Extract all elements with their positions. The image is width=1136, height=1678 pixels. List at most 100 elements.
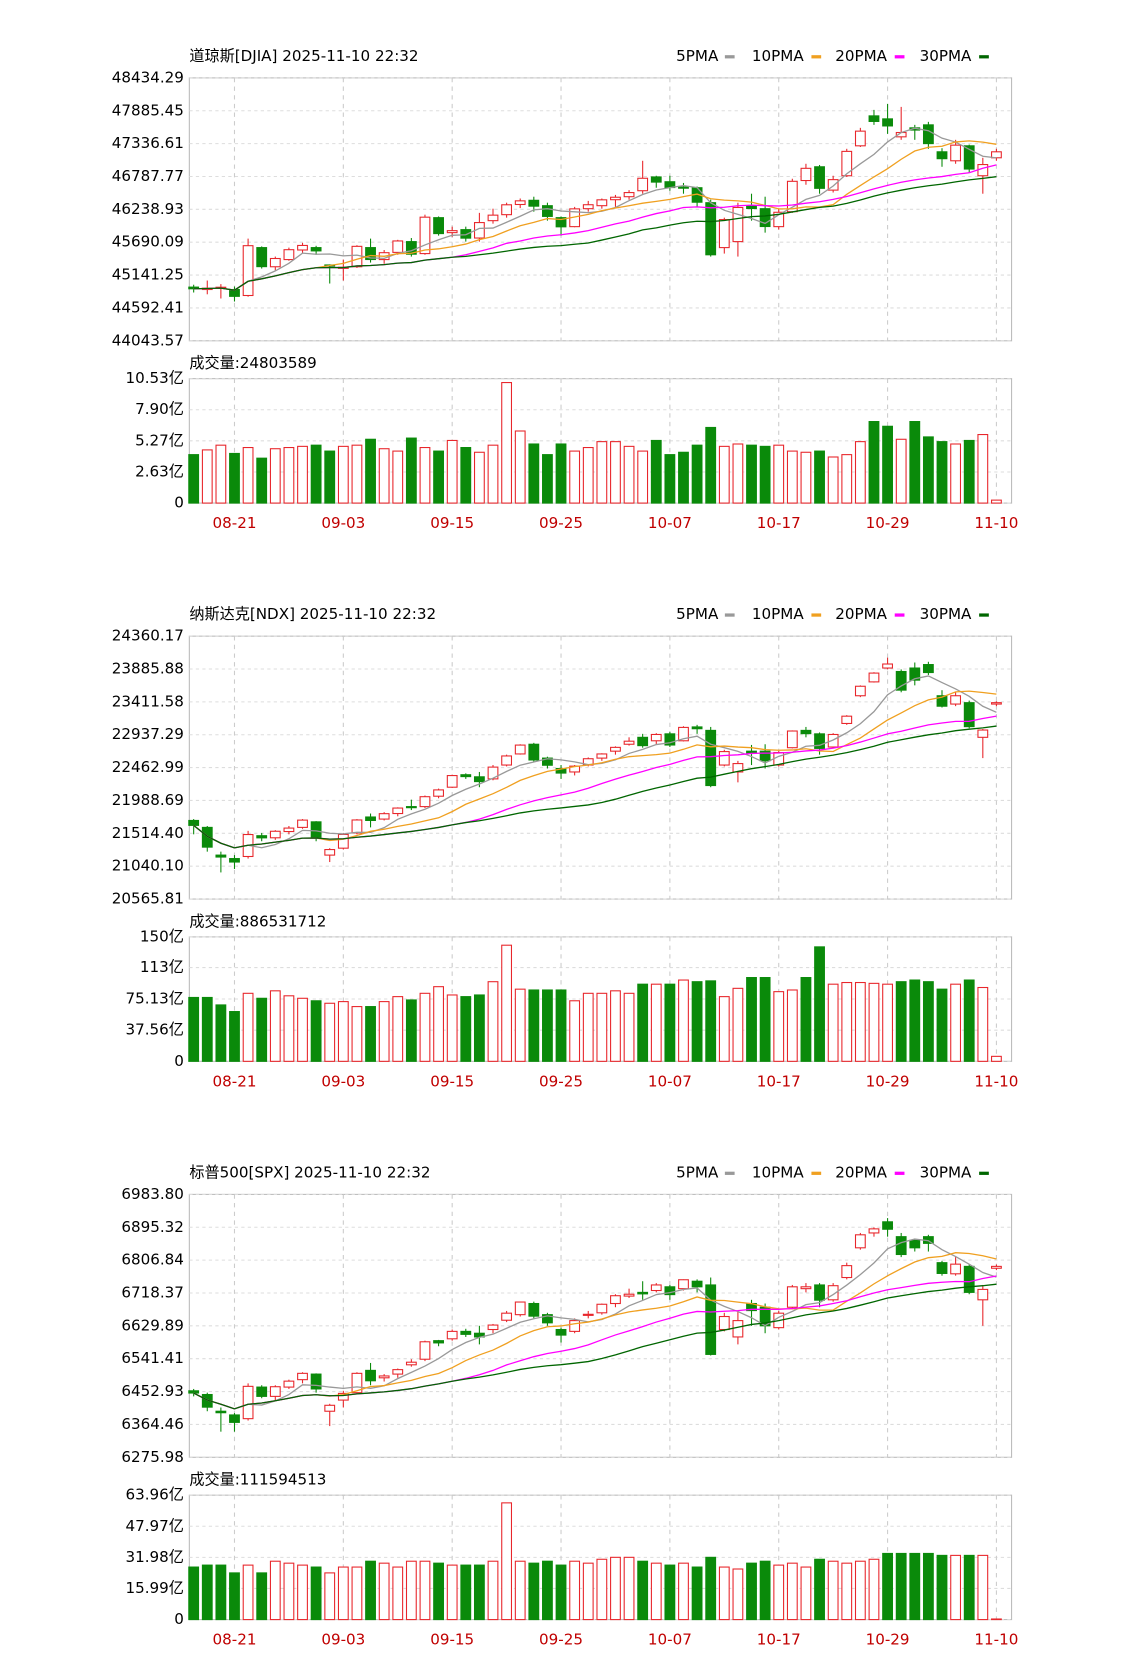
candle-body	[528, 743, 540, 761]
volume-bar	[256, 1572, 268, 1621]
legend-swatch	[894, 613, 905, 617]
legend-label: 10PMA	[752, 605, 804, 623]
y-tick-label: 6895.32	[121, 1218, 184, 1236]
volume-bar	[351, 1566, 363, 1621]
candle-body	[596, 753, 608, 759]
volume-bar	[269, 1560, 281, 1621]
volume-bar	[201, 1564, 213, 1621]
volume-title: 成交量:886531712	[189, 912, 326, 930]
candle-body	[732, 1320, 744, 1338]
volume-bar	[814, 946, 825, 1062]
volume-bar	[555, 443, 567, 504]
candle-body	[814, 733, 825, 749]
volume-bar	[950, 1554, 962, 1621]
candle-body	[868, 115, 880, 122]
x-tick-label: 08-21	[213, 514, 257, 532]
volume-bar	[854, 1560, 866, 1621]
volume-bar	[201, 996, 213, 1062]
candle-body	[650, 1284, 662, 1292]
volume-bar	[786, 1562, 798, 1621]
y-tick-label: 6364.46	[121, 1415, 184, 1433]
y-tick-label: 44043.57	[112, 331, 184, 349]
volume-bar	[705, 1556, 717, 1621]
candle-body	[705, 1284, 717, 1355]
volume-bar	[446, 994, 458, 1062]
candle-body	[392, 1369, 404, 1375]
volume-bar	[351, 1006, 363, 1062]
volume-bar	[936, 988, 948, 1062]
volume-bar	[229, 452, 240, 504]
candle-body	[351, 819, 363, 834]
volume-bar	[188, 454, 200, 504]
volume-bar	[283, 995, 295, 1062]
candle-body	[337, 1392, 349, 1401]
candle-body	[215, 854, 227, 858]
volume-bar	[773, 444, 785, 504]
candle-body	[705, 202, 717, 256]
x-tick-label: 11-10	[974, 1072, 1018, 1090]
volume-bar	[773, 991, 785, 1062]
volume-bar	[351, 444, 363, 504]
volume-bar	[433, 1562, 444, 1621]
volume-bar	[705, 980, 717, 1062]
volume-bar	[637, 983, 649, 1062]
volume-tick-label: 113亿	[140, 958, 184, 976]
volume-bar	[555, 989, 567, 1062]
candle-body	[678, 1279, 689, 1290]
x-tick-label: 10-29	[866, 514, 910, 532]
candle-body	[623, 1293, 635, 1297]
candle-body	[242, 1385, 254, 1420]
legend-label: 30PMA	[920, 1163, 972, 1181]
volume-bar	[977, 434, 989, 504]
volume-bar	[746, 977, 757, 1062]
volume-bar	[650, 1562, 662, 1621]
x-tick-label: 10-29	[866, 1072, 910, 1090]
candle-body	[310, 821, 322, 838]
volume-bar	[310, 444, 322, 504]
candle-body	[446, 775, 458, 788]
ma-line	[193, 690, 997, 849]
x-tick-label: 10-07	[648, 1631, 692, 1649]
y-tick-label: 6629.89	[121, 1316, 184, 1334]
volume-bar	[691, 1566, 703, 1621]
candle-body	[297, 244, 308, 251]
legend-label: 10PMA	[752, 1163, 804, 1181]
candle-body	[786, 730, 798, 749]
volume-bar	[650, 439, 662, 504]
candle-body	[786, 1286, 798, 1308]
volume-bar	[786, 450, 798, 504]
candle-body	[936, 1262, 948, 1274]
volume-bar	[501, 382, 513, 504]
candle-body	[596, 199, 608, 207]
legend-label: 10PMA	[752, 47, 804, 65]
volume-bar	[215, 1564, 227, 1621]
volume-bar	[569, 1560, 581, 1621]
y-tick-label: 48434.29	[112, 68, 184, 86]
volume-bar	[419, 992, 431, 1062]
candle-body	[542, 205, 553, 217]
volume-bar	[800, 451, 812, 504]
volume-bar	[814, 450, 825, 504]
candle-body	[365, 247, 376, 261]
candle-body	[909, 667, 921, 681]
volume-bar	[732, 443, 744, 504]
candle-body	[718, 219, 730, 249]
volume-bar	[936, 1554, 948, 1621]
volume-bar	[297, 445, 308, 504]
candle-body	[637, 736, 649, 747]
candle-body	[936, 151, 948, 160]
candle-body	[392, 240, 404, 253]
volume-bar	[637, 1560, 649, 1621]
volume-bar	[610, 441, 621, 504]
candle-body	[242, 245, 254, 297]
candle-body	[419, 216, 431, 255]
volume-tick-label: 150亿	[140, 927, 184, 945]
candle-body	[977, 164, 989, 177]
legend-swatch	[979, 55, 989, 59]
y-tick-label: 22462.99	[112, 758, 184, 776]
candle-body	[269, 257, 281, 268]
volume-bar	[991, 1055, 1002, 1062]
candle-body	[310, 1373, 322, 1390]
volume-bar	[269, 990, 281, 1062]
legend-swatch	[811, 55, 822, 59]
